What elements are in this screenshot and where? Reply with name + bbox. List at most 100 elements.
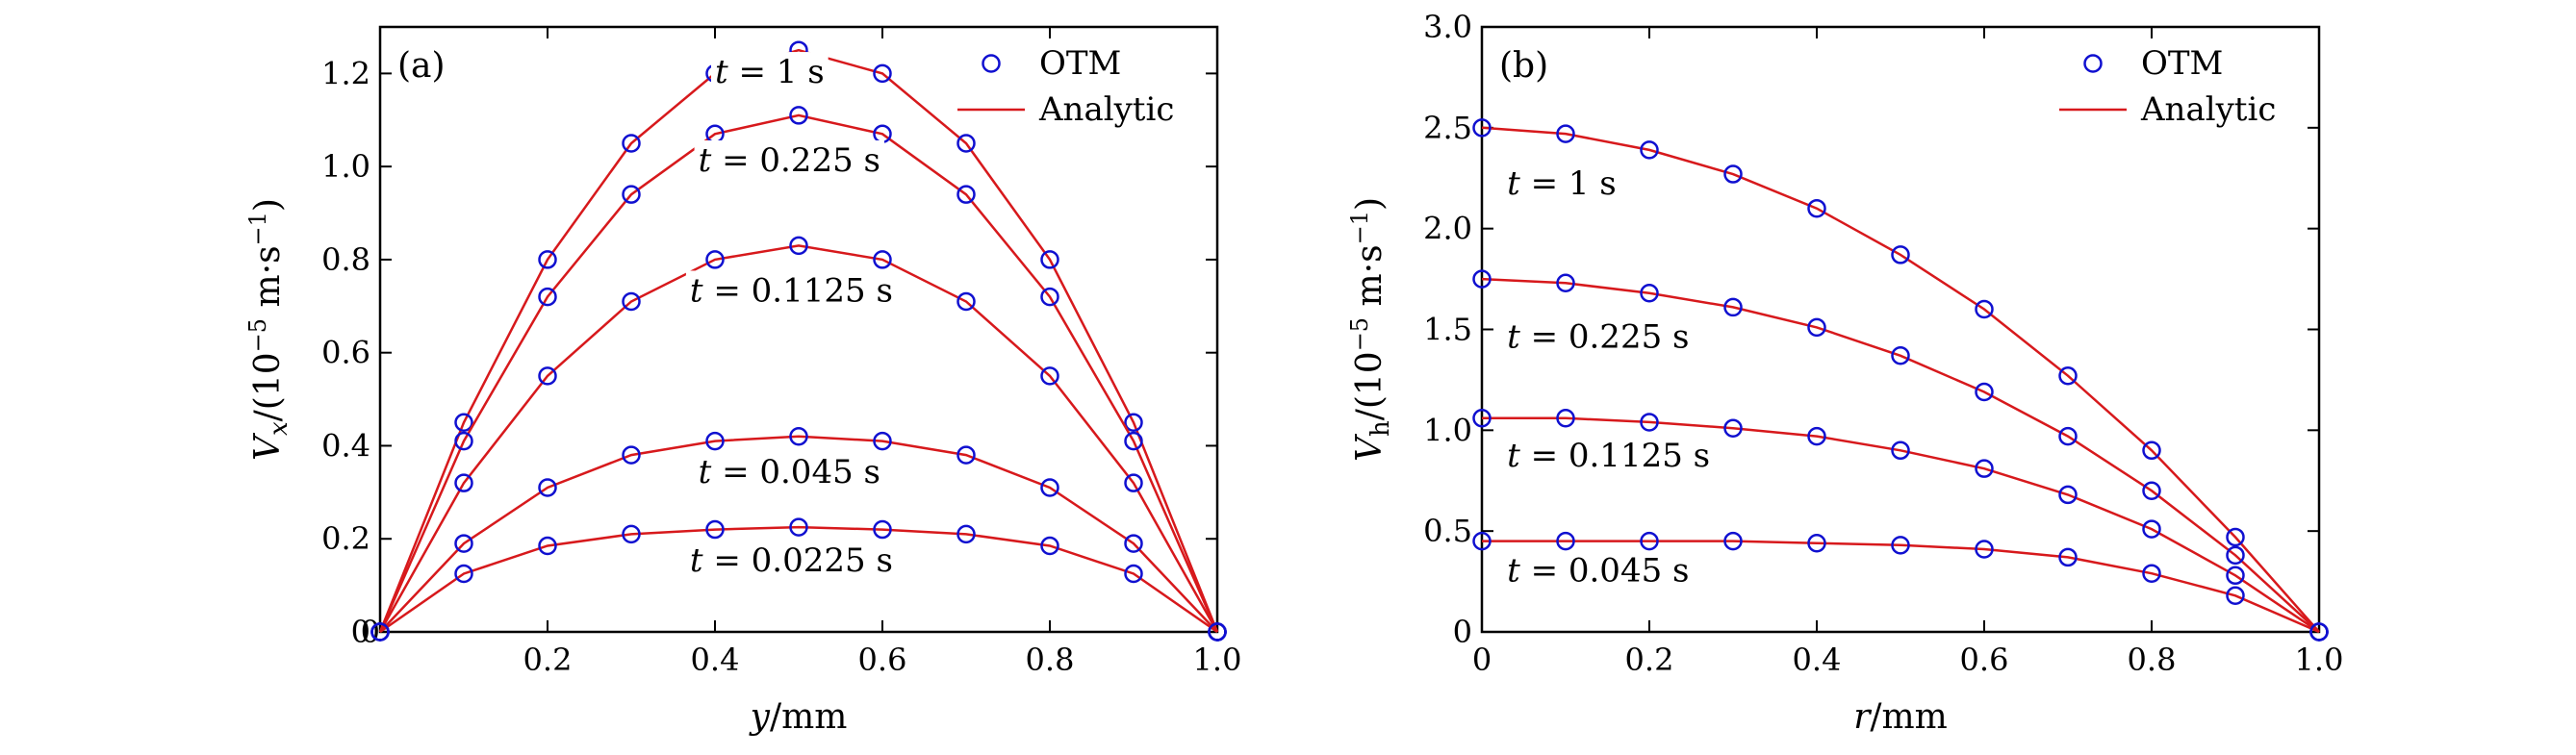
panel-b-curve-label-bg [1503,550,1694,591]
panel-b-otm-point [1556,273,1575,293]
panel-a-otm-point [454,413,473,433]
panel-a-origin-label: 0 [361,614,380,650]
panel-a-curve-label-bg [694,452,884,493]
panel-b-curve-label-bg [1503,316,1694,358]
panel-b-otm-point [1975,540,1994,559]
panel-a-y-tick-label: 1.2 [321,55,370,91]
panel-b-otm-point [1723,418,1743,438]
panel-b-x-tick-label: 0 [1472,642,1492,678]
panel-a-otm-point [1124,473,1143,492]
panel-a-x-axis-label: y/mm [749,697,848,737]
panel-b-otm-point [1891,245,1910,264]
panel-b-otm-point [1807,198,1826,218]
panel-b-y-axis-label: Vh/(10−5 m·s−1) [1346,197,1395,462]
panel-a-otm-point [454,473,473,492]
panel-a-otm-point [454,564,473,584]
panel-b-otm-point [1807,317,1826,338]
panel-a-otm-point [538,287,557,307]
panel-b-y-tick-label: 0.5 [1423,513,1472,549]
panel-b-otm-point [1975,299,1994,319]
panel-b-otm-point [2226,586,2245,606]
panel-b-legend-otm-label: OTM [2141,44,2223,83]
panel-b-otm-point [1556,409,1575,428]
panel-a-otm-point [705,250,725,269]
panel-b-x-axis-label: r/mm [1853,697,1948,737]
panel-b-otm-point [2058,547,2078,567]
panel-a-y-tick-label: 0.2 [321,520,370,557]
panel-b-y-tick-label: 1.0 [1423,412,1472,448]
panel-a-analytic-line [378,244,1219,633]
panel-a-y-tick-label: 0 [351,614,370,650]
panel-a-series: t = 0.1125 s [370,236,1227,642]
panel-a-x-tick-label: 0.6 [858,642,907,678]
panel-a-otm-point [873,431,892,451]
panel-a-legend-analytic-label: Analytic [1038,90,1174,129]
panel-a-legend: OTM Analytic [957,44,1174,129]
panel-b-otm-point [1640,284,1659,303]
panel-a-curve-label: t = 0.0225 s [690,541,893,580]
panel-b-legend-analytic-label: Analytic [2140,90,2276,129]
panel-b-otm-point [1807,426,1826,446]
panel-b-series: t = 1 s [1472,118,2329,642]
panel-b-otm-point [1472,118,1492,138]
panel-b-curve-label: t = 0.1125 s [1507,437,1710,475]
panel-a-otm-point [956,524,976,544]
panel-a-legend-marker [982,54,1001,73]
panel-a-otm-point [1124,431,1143,451]
panel-b-x-tick-label: 0.6 [1960,642,2009,678]
panel-b-otm-point [1640,413,1659,432]
panel-a-otm-point [956,134,976,153]
panel-a-legend-otm-label: OTM [1039,44,1121,83]
panel-b-y-tick-label: 0 [1453,614,1472,650]
panel-b-otm-point [2142,481,2161,500]
panel-b-curve-label-bg [1503,436,1715,477]
panel-b-curve-label: t = 0.225 s [1507,317,1689,356]
panel-b-otm-point [1975,459,1994,478]
panel-b-otm-point [1975,382,1994,402]
panel-a-series: t = 0.0225 s [370,517,1227,642]
panel-a-y-tick-label: 0.8 [321,241,370,278]
panel-a-otm-point [1208,622,1227,642]
panel-b-otm-point [1472,531,1492,551]
panel-a-otm-point [1124,534,1143,553]
panel-a-axes-frame [378,25,1219,634]
panel-b-otm-point [2226,545,2245,566]
panel-b-otm-point [1556,124,1575,143]
panel-a-analytic-line [379,435,1218,633]
panel-b-otm-point [1891,440,1910,461]
panel-a-otm-point [1040,536,1059,556]
panel-b-otm-point [1807,533,1826,553]
panel-b-otm-point [2226,566,2245,586]
panel-a-x-tick-label: 0.4 [691,642,740,678]
panel-b-otm-point [1640,140,1659,160]
panel-a-otm-point [1124,413,1143,433]
panel-b-y-tick-label: 1.5 [1423,312,1472,348]
panel-a-y-tick-label: 0.4 [321,427,370,464]
panel-b-otm-point [1723,297,1743,317]
panel-b-otm-point [2058,426,2078,446]
panel-a-otm-point [538,478,557,497]
panel-a-series: t = 1 s [370,40,1227,642]
panel-a-otm-point [956,291,976,312]
panel-a-y-axis-label: Vx/(10−5 m·s−1) [244,198,293,461]
panel-a-otm-point [1040,478,1059,497]
panel-a-otm-point [622,291,641,312]
panel-b-otm-point [2226,527,2245,547]
panel-a-curve-label: t = 0.1125 s [690,271,893,310]
panel-a-analytic-line [378,113,1219,633]
panel-a-curve-label: t = 1 s [715,53,825,91]
panel-a-otm-point [454,431,473,451]
panel-a-otm-point [1040,250,1059,269]
panel-a-otm-point [1124,564,1143,584]
panel-a-otm-point [538,250,557,269]
panel-b-otm-point [2058,485,2078,505]
panel-a-otm-point [956,445,976,465]
panel-b-analytic-line [1482,540,2320,634]
panel-a-otm-point [538,536,557,556]
panel-b-otm-point [1723,531,1743,551]
panel-b-y-tick-label: 3.0 [1423,9,1472,45]
panel-b-series: t = 0.1125 s [1472,409,2329,642]
panel-a-otm-point [622,185,641,204]
panel-b-analytic-line [1481,126,2320,633]
panel-a-otm-point [454,534,473,553]
